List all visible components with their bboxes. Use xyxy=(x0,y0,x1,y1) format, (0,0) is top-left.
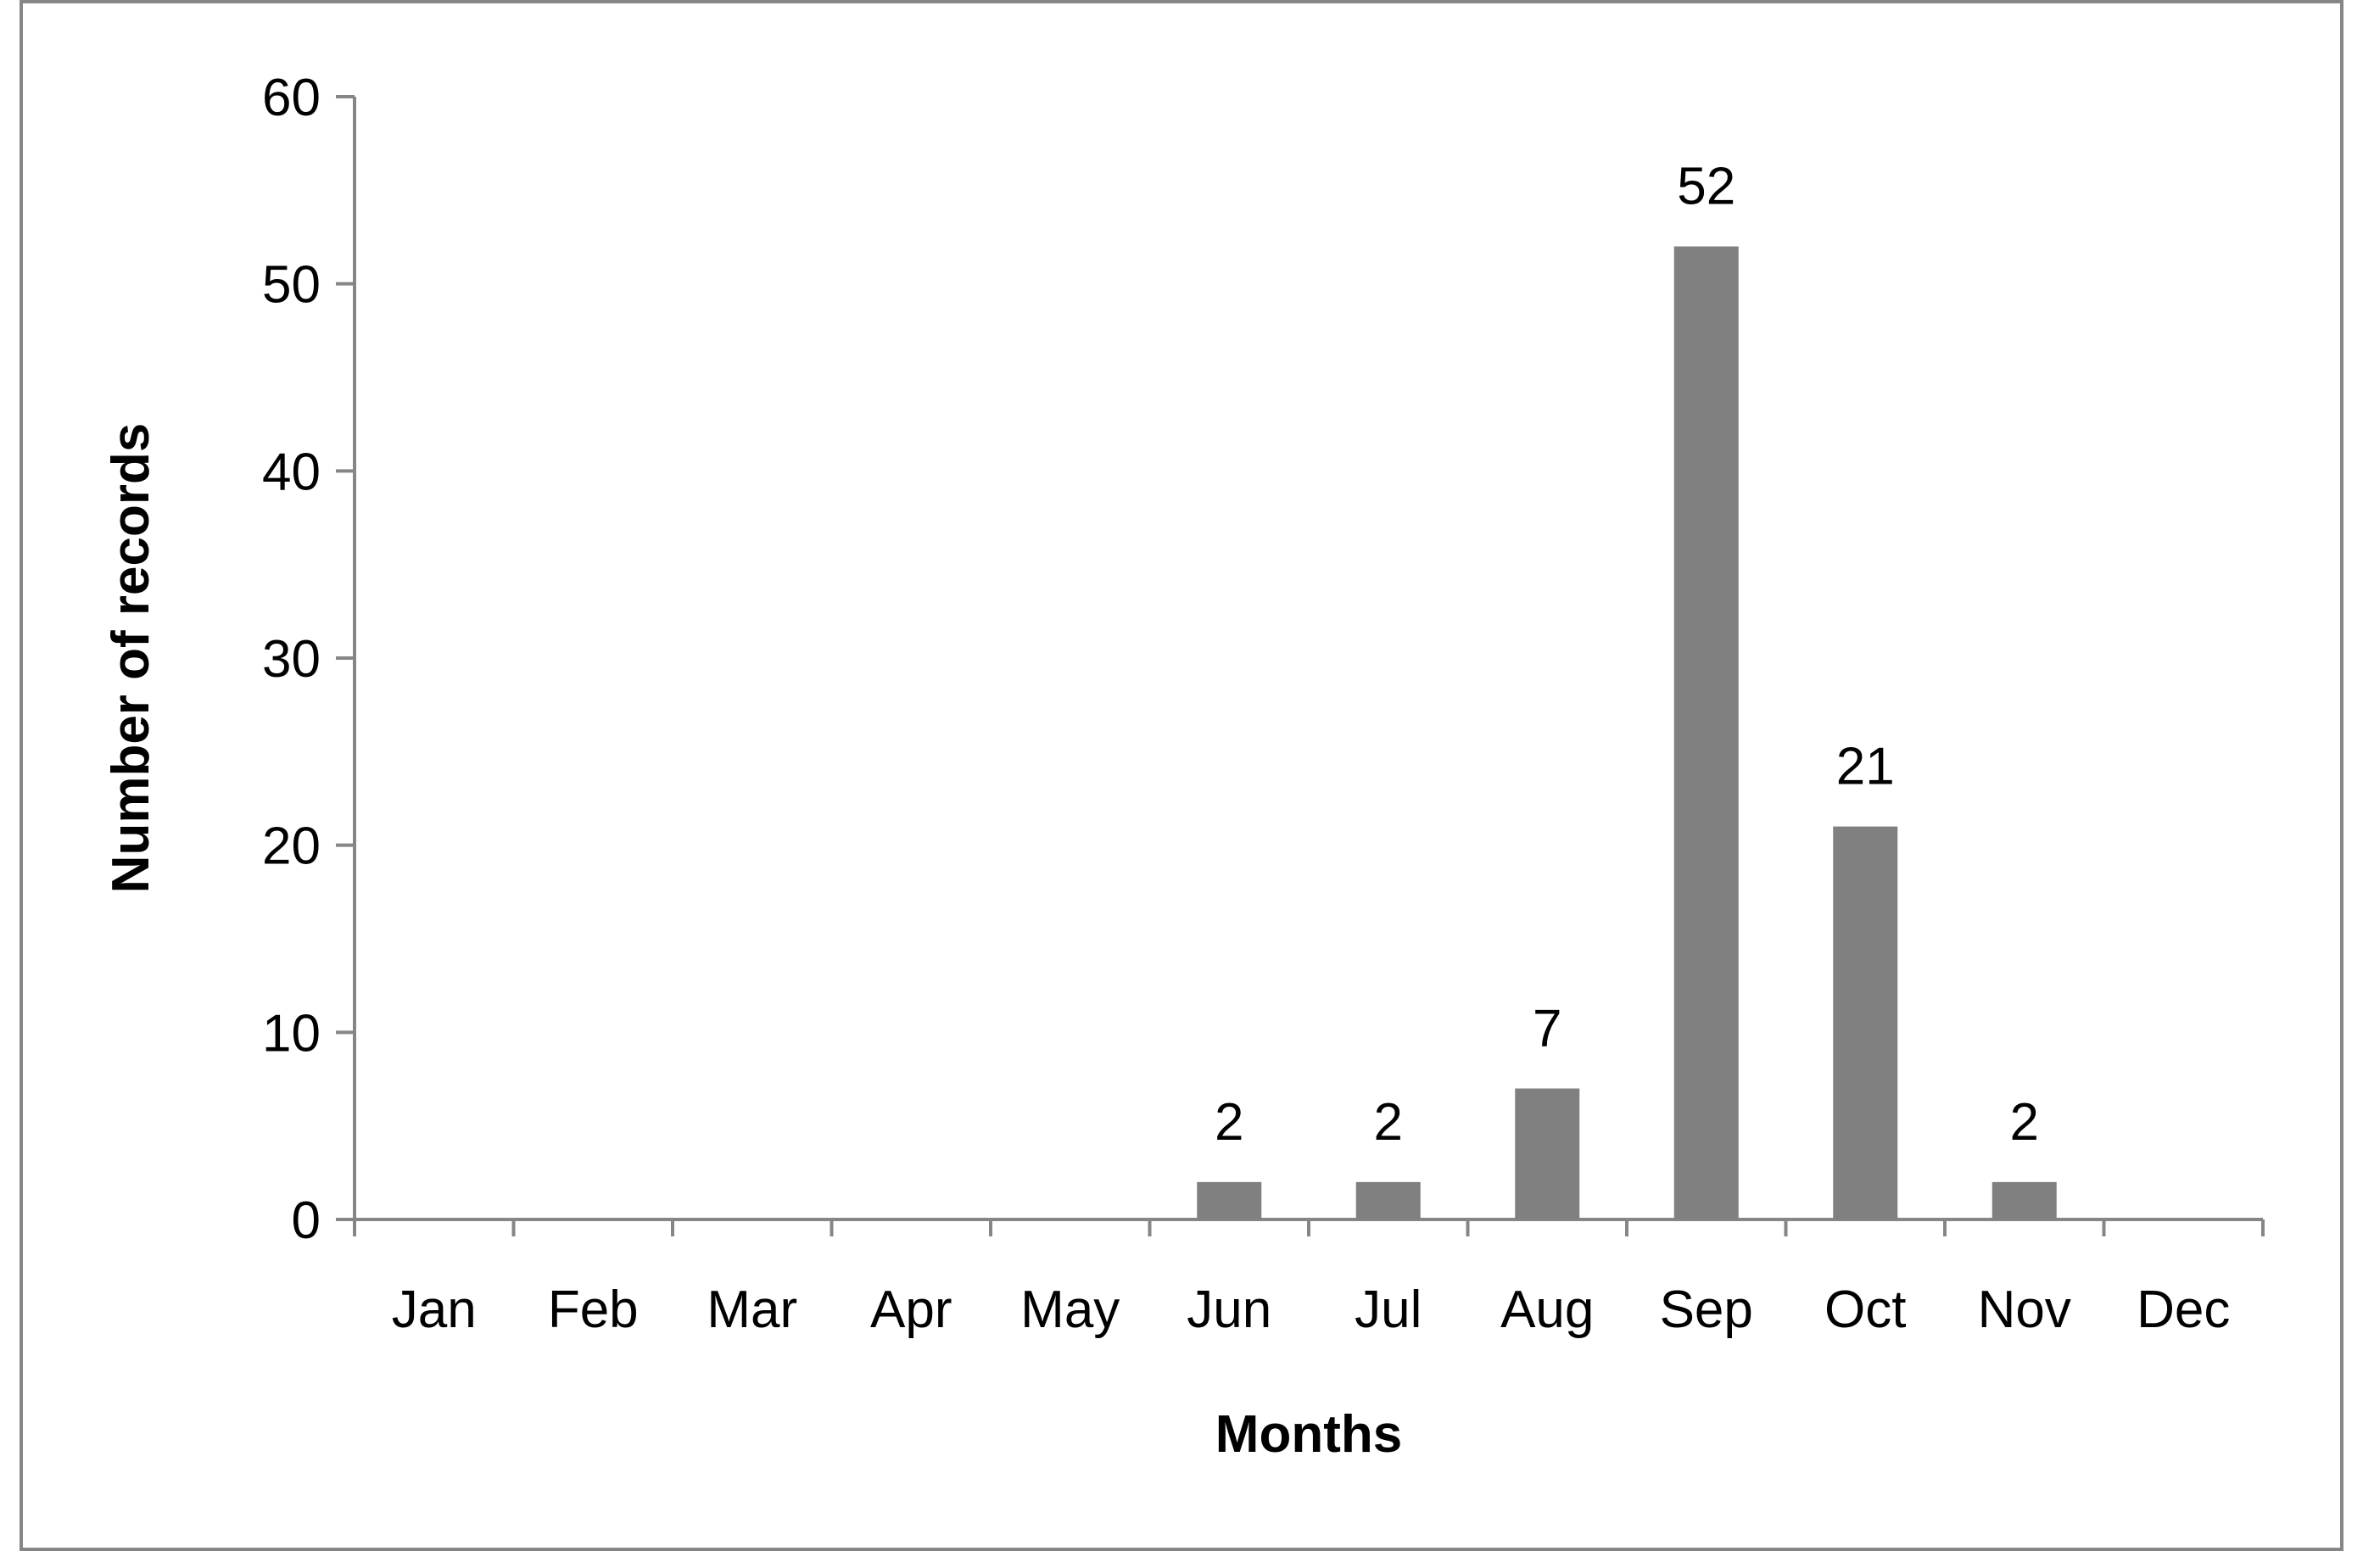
data-label-nov: 2 xyxy=(2010,1093,2039,1152)
bar-oct xyxy=(1833,826,1898,1219)
chart-border xyxy=(20,0,2343,1551)
data-label-jun: 2 xyxy=(1215,1093,1243,1152)
x-tick-label-mar: Mar xyxy=(707,1281,797,1339)
y-tick-label: 30 xyxy=(262,630,321,689)
y-tick-label: 10 xyxy=(262,1004,321,1063)
y-axis: 0 10 20 30 40 50 60 xyxy=(262,69,356,1250)
bar-jul xyxy=(1355,1181,1421,1219)
x-tick-label-nov: Nov xyxy=(1978,1281,2071,1339)
x-tick-label-jul: Jul xyxy=(1355,1281,1422,1339)
y-tick-label: 50 xyxy=(262,256,321,315)
data-label-sep: 52 xyxy=(1677,158,1735,216)
y-axis-title: Number of records xyxy=(102,423,160,894)
x-tick-label-jan: Jan xyxy=(392,1281,477,1339)
data-label-jul: 2 xyxy=(1374,1093,1403,1152)
data-label-oct: 21 xyxy=(1836,738,1895,796)
x-tick-label-oct: Oct xyxy=(1824,1281,1906,1339)
x-axis: Jan Feb Mar Apr May Jun Jul Aug Sep Oct Nov Dec xyxy=(353,1218,2265,1339)
x-tick-label-aug: Aug xyxy=(1500,1281,1594,1339)
x-tick-label-may: May xyxy=(1020,1281,1120,1339)
y-tick-label: 0 xyxy=(292,1191,321,1250)
x-tick-label-jun: Jun xyxy=(1187,1281,1271,1339)
x-axis-title: Months xyxy=(1215,1405,1402,1464)
x-tick-label-feb: Feb xyxy=(548,1281,639,1339)
bar-aug xyxy=(1515,1088,1580,1219)
x-tick-label-sep: Sep xyxy=(1660,1281,1753,1339)
bar-nov xyxy=(1992,1181,2057,1219)
x-tick-label-apr: Apr xyxy=(870,1281,952,1339)
bar-jun xyxy=(1197,1181,1262,1219)
y-tick-label: 40 xyxy=(262,443,321,501)
bar-sep xyxy=(1673,246,1739,1219)
y-tick-label: 20 xyxy=(262,817,321,876)
x-tick-label-dec: Dec xyxy=(2137,1281,2230,1339)
bar-series xyxy=(1197,246,2057,1219)
y-tick-label: 60 xyxy=(262,69,321,127)
data-label-aug: 7 xyxy=(1533,1000,1561,1058)
